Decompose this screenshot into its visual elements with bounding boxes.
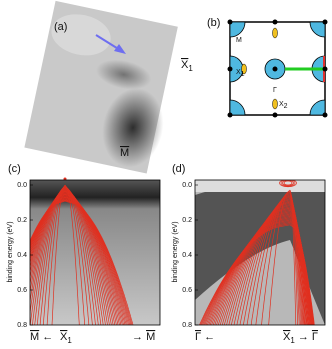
- pocket: [272, 98, 278, 110]
- frame: [29, 179, 161, 326]
- y-tick-label: 0.4: [17, 252, 27, 259]
- band-loop: [279, 180, 297, 188]
- band-curve: [30, 189, 66, 315]
- panel-a: (a) X1 M: [24, 0, 193, 174]
- corners: [227, 19, 328, 118]
- band-curve: [64, 192, 116, 325]
- arrow-head: [114, 44, 126, 54]
- frame: [194, 179, 326, 326]
- panel-label: (a): [54, 21, 67, 33]
- band-curve: [64, 184, 80, 325]
- band-curve: [32, 188, 66, 325]
- y-tick-label: 0.6: [182, 287, 192, 294]
- band-curve: [64, 189, 106, 325]
- y-tick-label: 0.2: [182, 217, 192, 224]
- band-curve: [30, 191, 66, 279]
- y-tick-label: 0.8: [182, 322, 192, 329]
- y-tick-label: 0.2: [17, 217, 27, 224]
- pocket: [229, 21, 326, 116]
- band-curve: [261, 190, 291, 325]
- band-curve: [289, 224, 315, 325]
- y-ticks: 0.0 0.2 0.4 0.6 0.8: [182, 182, 198, 329]
- band-curve: [34, 187, 66, 325]
- band-curve: [64, 200, 134, 325]
- pocket: [272, 27, 278, 39]
- x-label: M ←: [30, 331, 53, 343]
- band-curve: [64, 191, 114, 325]
- band-curve: [30, 200, 66, 242]
- band-curve: [64, 188, 102, 325]
- band-curve: [30, 191, 66, 286]
- arpes-intensity: [195, 180, 325, 192]
- y-tick-label: 0.0: [182, 182, 192, 189]
- x-label: → M: [132, 331, 155, 343]
- band-curve: [64, 188, 104, 325]
- band-curve: [64, 193, 117, 325]
- panel-label: (d): [172, 163, 185, 175]
- y-axis-label: binding energy (eV): [172, 221, 179, 282]
- panel-b: (b) M X1 Γ X2: [207, 17, 328, 118]
- band-curve: [64, 190, 110, 325]
- y-tick-label: 0.6: [17, 287, 27, 294]
- band-curve: [199, 224, 291, 325]
- band-curve: [39, 186, 66, 325]
- arrow: [95, 34, 121, 51]
- band-curve: [30, 188, 66, 325]
- x-label: X1 → Γ: [283, 331, 318, 345]
- point-label: M: [120, 147, 129, 159]
- x-label: X1: [60, 331, 72, 345]
- point-label: Γ: [273, 87, 277, 94]
- y-tick-label: 0.0: [17, 182, 27, 189]
- band-curve: [64, 187, 96, 325]
- band-curve: [64, 185, 86, 325]
- y-tick-label: 0.8: [17, 322, 27, 329]
- point-label: X1: [236, 69, 245, 78]
- point: [272, 66, 278, 72]
- band-loop: [283, 180, 293, 186]
- band-curve: [51, 184, 66, 325]
- band-curve: [46, 185, 66, 325]
- model-bands: [199, 180, 315, 325]
- band-curve: [30, 190, 66, 294]
- point-label: M: [236, 37, 242, 44]
- y-tick-label: 0.4: [182, 252, 192, 259]
- panel-label: (c): [8, 163, 21, 175]
- y-ticks: 0.0 0.2 0.4 0.6 0.8: [17, 182, 33, 329]
- point-label: X2: [279, 101, 288, 110]
- model-bands: [30, 184, 134, 325]
- band-curve: [30, 192, 66, 274]
- panel-c: (c) binding energy (eV) 0.00.20.40.60.8 …: [7, 163, 161, 345]
- band-curve: [30, 190, 66, 303]
- band-curve: [200, 223, 291, 325]
- band-curve: [64, 185, 90, 325]
- panel-label: (b): [207, 17, 220, 29]
- band-curve: [42, 185, 66, 325]
- y-axis-label: binding energy (eV): [7, 221, 14, 282]
- band-curve: [64, 191, 112, 325]
- band-curve: [64, 187, 99, 325]
- band-loop: [280, 180, 296, 187]
- band-curve: [64, 190, 108, 325]
- panel-d: (d) binding energy (eV) 0.00.20.40.60.8 …: [172, 163, 326, 345]
- band-curve: [36, 187, 66, 325]
- band-curve: [64, 186, 93, 325]
- x-label: Γ ←: [195, 331, 215, 343]
- arpes-map: [24, 0, 178, 174]
- pocket: [241, 63, 247, 75]
- point-label: X1: [181, 59, 193, 73]
- band-curve: [64, 193, 119, 325]
